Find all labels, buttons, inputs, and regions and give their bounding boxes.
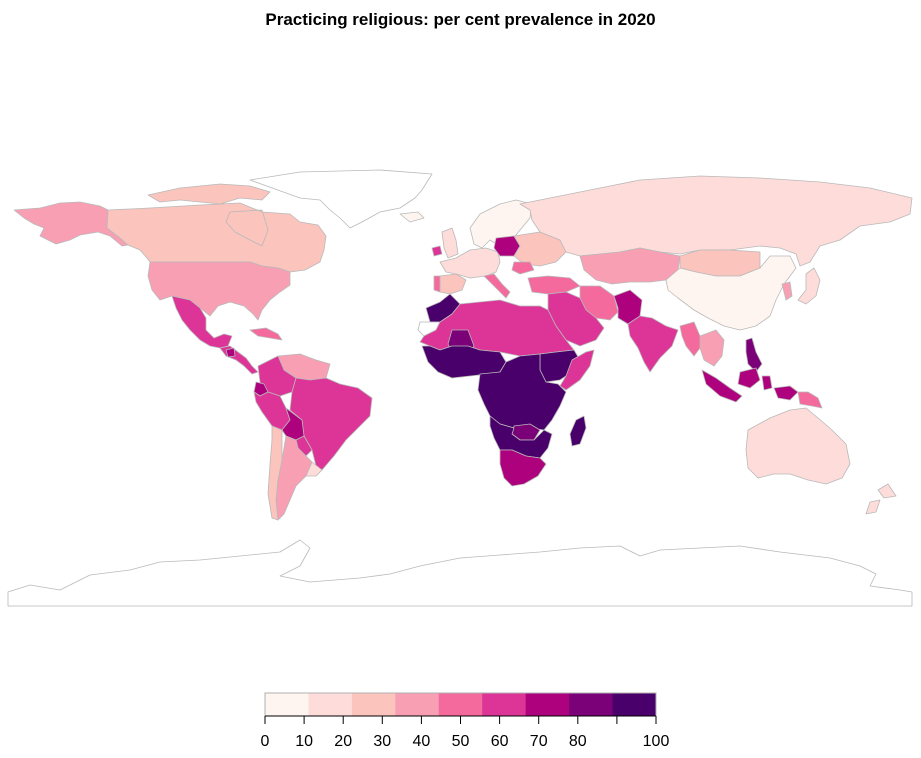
legend-swatch	[265, 693, 309, 716]
region-india	[627, 315, 679, 373]
region-philippines	[745, 337, 763, 373]
legend-swatch	[612, 693, 657, 716]
region-antarctica	[7, 539, 913, 607]
region-romania	[511, 261, 535, 275]
region-scandinavia	[469, 199, 533, 249]
region-japan	[797, 267, 821, 305]
legend-swatch	[569, 693, 614, 716]
legend-swatch	[482, 693, 527, 716]
legend-swatch	[525, 693, 570, 716]
region-turkey	[527, 275, 581, 295]
legend-tick-label: 100	[643, 733, 670, 750]
region-australia	[745, 407, 851, 485]
region-papua-new-guinea	[797, 391, 823, 409]
world-map	[7, 169, 913, 607]
region-indonesia	[701, 367, 799, 403]
legend-tick-label: 80	[569, 733, 587, 750]
region-united-states	[147, 261, 291, 321]
legend-swatch	[308, 693, 353, 716]
region-alaska	[13, 201, 129, 247]
legend-tick-label: 60	[491, 733, 509, 750]
region-new-zealand	[865, 483, 897, 515]
region-western-europe	[439, 247, 501, 279]
region-mexico	[171, 295, 233, 349]
region-southeast-asia	[699, 329, 725, 367]
legend-swatch	[351, 693, 396, 716]
region-chile	[267, 425, 283, 521]
region-south-africa	[499, 449, 547, 487]
region-united-kingdom	[441, 227, 459, 259]
region-ireland	[431, 245, 443, 257]
legend-tick-label: 30	[373, 733, 391, 750]
legend-frame	[264, 692, 657, 717]
region-china	[665, 255, 797, 331]
region-korea	[781, 281, 793, 301]
region-southern-africa	[489, 415, 553, 459]
legend-tick-label: 0	[261, 733, 270, 750]
region-portugal	[433, 275, 441, 293]
region-italy	[483, 273, 511, 299]
region-guatemala	[225, 347, 236, 358]
region-peru	[253, 391, 291, 431]
chart-title: Practicing religious: per cent prevalenc…	[265, 10, 656, 29]
region-iceland	[399, 211, 425, 223]
legend-swatch	[438, 693, 483, 716]
region-greenland	[249, 169, 433, 229]
legend-tick-label: 10	[295, 733, 313, 750]
region-spain	[439, 273, 467, 295]
region-somalia	[559, 349, 595, 391]
region-cuba	[249, 327, 283, 341]
region-uruguay	[305, 461, 323, 477]
legend-tick-label: 40	[413, 733, 431, 750]
region-madagascar	[569, 415, 587, 447]
legend-tick-label: 50	[452, 733, 470, 750]
legend-swatch	[395, 693, 440, 716]
region-canada	[106, 183, 327, 273]
legend-tick-label: 70	[530, 733, 548, 750]
region-russia	[519, 175, 913, 267]
region-myanmar	[679, 321, 701, 357]
legend-tick-label: 20	[334, 733, 352, 750]
